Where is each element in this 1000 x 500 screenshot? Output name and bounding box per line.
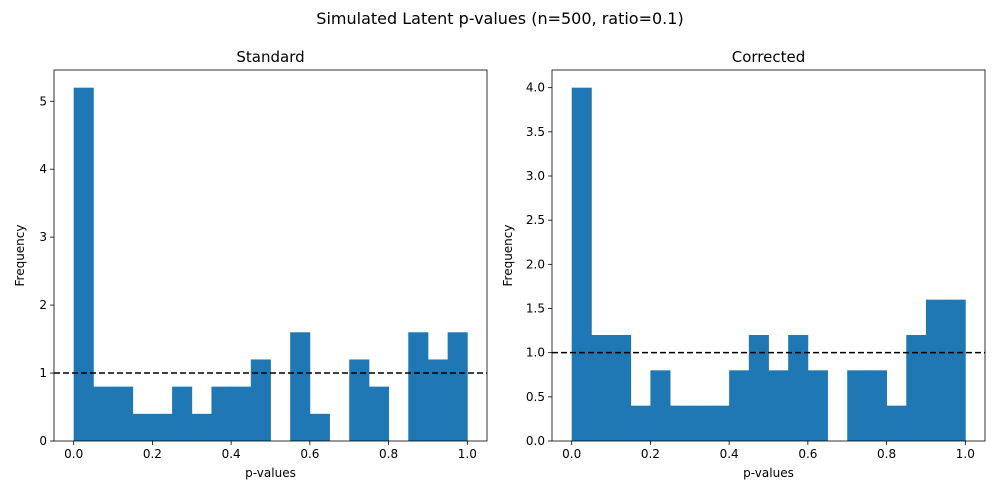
histogram-bar: [788, 335, 809, 441]
histogram-bar: [349, 359, 370, 441]
x-tick-label: 0.2: [641, 447, 660, 461]
axes-frame: [551, 69, 986, 442]
y-tick-label: 2: [39, 298, 47, 312]
histogram-bar: [231, 386, 252, 441]
histogram-bar: [113, 386, 134, 441]
y-tick-label: 2.5: [526, 213, 545, 227]
histogram-bar: [670, 405, 691, 441]
y-tick-label: 4.0: [526, 81, 545, 95]
panel-corrected: 0.0 0.2 0.4 0.6 0.8 1.0 0.0 0.5 1.0 1.5 2.0 2.5 3.0 3…: [501, 48, 986, 480]
x-tick-label: 0.6: [798, 447, 817, 461]
histogram-bar: [748, 335, 769, 441]
figure-suptitle: Simulated Latent p-values (n=500, ratio=…: [316, 9, 683, 28]
y-axis-label: Frequency: [501, 225, 515, 287]
histogram-bar: [250, 359, 271, 441]
histogram-bar: [408, 332, 429, 441]
histogram-bar: [650, 370, 671, 441]
y-tick-label: 3.0: [526, 169, 545, 183]
histogram-bar: [93, 386, 114, 441]
y-tick-label: 4: [39, 162, 47, 176]
x-tick-label: 0.6: [300, 447, 319, 461]
histogram-bar: [152, 413, 173, 441]
histogram-bar: [427, 359, 449, 441]
x-axis-label: p-values: [245, 466, 296, 480]
histogram-bar: [571, 87, 592, 442]
histogram-bar: [925, 299, 947, 441]
histogram-bar: [729, 370, 750, 441]
y-tick-label: 0.0: [526, 434, 545, 448]
histogram-bar: [172, 386, 193, 441]
x-tick-label: 1.0: [458, 447, 477, 461]
histogram-bar: [768, 370, 789, 441]
chart-title: Corrected: [732, 48, 806, 66]
panel-standard: 0.0 0.2 0.4 0.6 0.8 1.0 0 1 2 3 4 5 Standard p-values…: [13, 48, 488, 480]
histogram-bar: [591, 335, 612, 441]
histogram-bar: [447, 332, 468, 441]
histogram-bar: [886, 405, 907, 441]
y-tick-label: 5: [39, 94, 47, 108]
x-tick-label: 0.0: [64, 447, 83, 461]
y-tick-label: 2.0: [526, 257, 545, 271]
x-tick-label: 0.8: [379, 447, 398, 461]
histogram-bar: [945, 299, 966, 441]
y-tick-label: 1.0: [526, 346, 545, 360]
y-tick-label: 0: [39, 434, 47, 448]
y-tick-label: 3: [39, 230, 47, 244]
histogram-bar: [211, 386, 232, 441]
histogram-bar: [906, 335, 927, 441]
x-tick-label: 0.0: [562, 447, 581, 461]
histogram-bar: [709, 405, 730, 441]
y-axis-label: Frequency: [13, 225, 27, 287]
histogram-bar: [290, 332, 311, 441]
x-axis-label: p-values: [743, 466, 794, 480]
histogram-bar: [191, 413, 212, 441]
histogram-bar: [368, 386, 389, 441]
histogram-bar: [807, 370, 828, 441]
histogram-bar: [73, 87, 94, 442]
histogram-bar: [866, 370, 887, 441]
y-tick-label: 3.5: [526, 125, 545, 139]
y-tick-label: 1: [39, 366, 47, 380]
chart-title: Standard: [236, 48, 304, 66]
y-tick-label: 1.5: [526, 302, 545, 316]
x-tick-label: 0.4: [222, 447, 241, 461]
x-tick-label: 0.4: [720, 447, 739, 461]
histogram-bar: [132, 413, 153, 441]
histogram-bar: [847, 370, 868, 441]
x-tick-label: 1.0: [956, 447, 975, 461]
y-tick-label: 0.5: [526, 390, 545, 404]
histogram-bar: [630, 405, 651, 441]
histogram-bar: [689, 405, 710, 441]
histogram-bar: [309, 413, 330, 441]
x-tick-label: 0.2: [143, 447, 162, 461]
axes-frame: [53, 69, 488, 442]
histogram-bar: [611, 335, 632, 441]
x-tick-label: 0.8: [877, 447, 896, 461]
